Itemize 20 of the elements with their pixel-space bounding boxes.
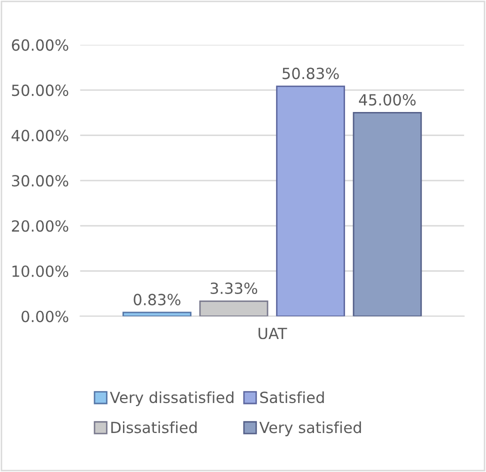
- y-tick-label: 10.00%: [12, 265, 68, 278]
- bar: [122, 312, 192, 316]
- y-tick-label: 0.00%: [22, 310, 68, 322]
- y-tick-label: 50.00%: [12, 84, 68, 96]
- y-tick-label: 40.00%: [12, 130, 68, 142]
- data-label: 0.83%: [134, 294, 180, 306]
- bar: [199, 300, 268, 316]
- bar: [352, 112, 422, 316]
- y-tick-label: 60.00%: [12, 39, 68, 51]
- data-label: 3.33%: [210, 282, 258, 294]
- data-label: 45.00%: [358, 94, 416, 106]
- bar: [276, 86, 346, 316]
- data-label: 50.83%: [282, 68, 339, 80]
- legend-label: Very satisfied: [259, 421, 361, 436]
- y-tick-label: 30.00%: [12, 175, 68, 187]
- y-tick-label: 20.00%: [12, 220, 68, 232]
- x-tick-label: UAT: [258, 328, 288, 340]
- legend-label: Dissatisfied: [111, 421, 197, 434]
- legend-label: Satisfied: [260, 391, 324, 404]
- legend-label: Very dissatisfied: [110, 391, 234, 406]
